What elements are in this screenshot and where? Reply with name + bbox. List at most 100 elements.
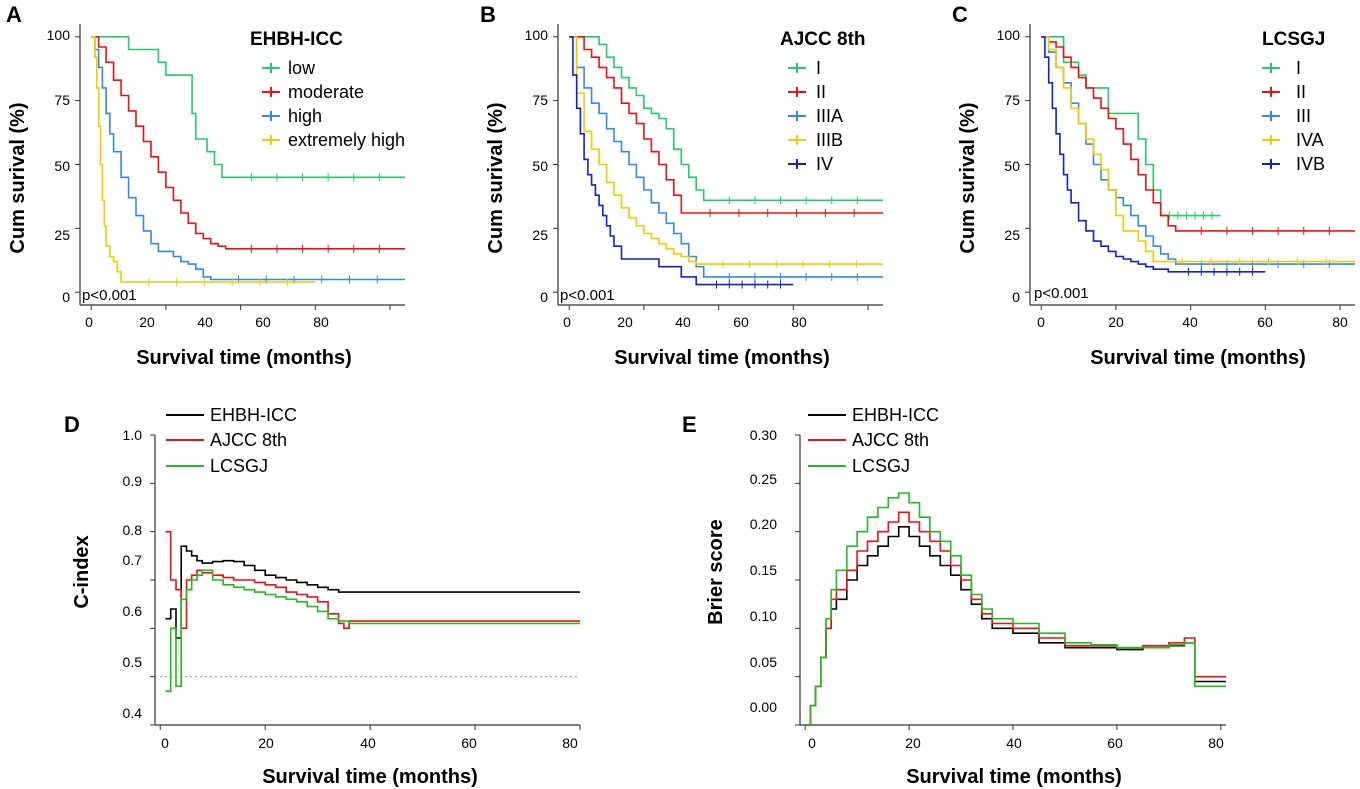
panel-a-legend-item-3: extremely high: [262, 130, 405, 150]
panel-a: A Cum surival (%) Survival time (months)…: [6, 2, 405, 369]
panel-a-series-high: [91, 36, 405, 281]
panel-d-xlabel: Survival time (months): [262, 766, 478, 788]
panel-e-series-lcsgj: [805, 492, 1226, 726]
panel-a-legend-label: high: [288, 106, 322, 126]
panel-e-legend: EHBH-ICC AJCC 8th LCSGJ: [808, 405, 939, 476]
panel-d-plot: [150, 434, 581, 730]
panel-c-legend-item-4: IVB: [1262, 154, 1325, 174]
panel-e-ytick-labels: 0.00 0.05 0.10 0.15 0.20 0.25 0.30: [750, 427, 777, 715]
panel-a-xtick: 60: [255, 314, 271, 330]
panel-a-ytick: 100: [47, 27, 71, 43]
panel-e: E Brier score Survival time (months) 0 2…: [682, 405, 1224, 788]
panel-e-xtick: 20: [905, 735, 921, 751]
panel-d-legend: EHBH-ICC AJCC 8th LCSGJ: [166, 405, 297, 476]
panel-b-ylabel: Cum surival (%): [485, 102, 507, 253]
panel-b-xtick-labels: 0 20 40 60 80: [563, 314, 807, 330]
panel-b-legend-label: I: [816, 58, 821, 78]
panel-a-legend: low moderate high extremely high: [262, 58, 405, 150]
panel-d-legend-label: LCSGJ: [210, 456, 268, 476]
panel-b-legend-title: AJCC 8th: [780, 29, 866, 50]
panel-c-xtick: 20: [1108, 314, 1124, 330]
plot-layer: [75, 24, 1355, 730]
panel-d-xtick: 0: [161, 735, 169, 751]
panel-b-legend-label: IV: [816, 154, 833, 174]
panel-b-ytick: 75: [532, 92, 548, 108]
panel-b-legend: I II IIIA IIIB IV: [788, 58, 843, 174]
panel-a-ytick: 50: [54, 158, 70, 174]
panel-b-legend-label: IIIA: [816, 106, 843, 126]
panel-c-legend-item-3: IVA: [1262, 130, 1324, 150]
panel-b-series-iv: [569, 36, 794, 286]
panel-c-legend: I II III IVA IVB: [1262, 58, 1325, 174]
panel-e-label: E: [682, 412, 697, 437]
panel-c-ytick: 50: [1004, 158, 1020, 174]
panel-a-xlabel: Survival time (months): [136, 347, 352, 369]
panel-b-series-iiib: [569, 36, 883, 265]
panel-b-label: B: [480, 2, 496, 27]
panel-b-xtick: 80: [791, 314, 807, 330]
panel-a-series-moderate: [91, 36, 405, 250]
panel-b-ytick: 0: [540, 289, 548, 305]
panel-e-xtick: 60: [1107, 735, 1123, 751]
panel-a-series-low: [91, 36, 405, 179]
panel-c-series-iii: [1041, 36, 1355, 265]
panel-b-ytick: 50: [532, 158, 548, 174]
panel-d-ytick: 0.6: [123, 603, 143, 619]
panel-a-ytick: 25: [54, 227, 70, 243]
panel-a-xtick: 0: [85, 314, 93, 330]
panel-e-ytick: 0.05: [750, 654, 777, 670]
panel-c-xtick-labels: 0 20 40 60 80: [1037, 314, 1348, 330]
panel-e-legend-item-0: EHBH-ICC: [808, 405, 939, 425]
panel-d-legend-label: EHBH-ICC: [210, 405, 297, 425]
panel-d-legend-item-0: EHBH-ICC: [166, 405, 297, 425]
panel-d-legend-label: AJCC 8th: [210, 430, 287, 450]
panel-a-pvalue: p<0.001: [82, 287, 137, 304]
panel-e-xtick: 0: [808, 735, 816, 751]
panel-b-series-iiia: [569, 36, 883, 278]
panel-a-ytick: 0: [62, 289, 70, 305]
panel-d: D C-index Survival time (months) 0 20 40…: [64, 405, 578, 788]
panel-a-legend-title: EHBH-ICC: [250, 29, 343, 50]
panel-a-legend-item-0: low: [262, 58, 316, 78]
panel-e-legend-item-1: AJCC 8th: [808, 430, 929, 450]
panel-a-legend-item-1: moderate: [262, 82, 364, 102]
panel-d-xtick: 40: [360, 735, 376, 751]
panel-c-pvalue: p<0.001: [1034, 285, 1089, 302]
panel-e-ylabel: Brier score: [705, 519, 727, 625]
panel-a-series-extremely-high: [91, 36, 316, 283]
panel-b: B Cum surival (%) Survival time (months)…: [480, 2, 866, 369]
panel-b-legend-item-1: II: [788, 82, 826, 102]
panel-b-legend-item-4: IV: [788, 154, 833, 174]
panel-b-xtick: 0: [563, 314, 571, 330]
panel-d-series-ajcc-8th: [165, 530, 580, 630]
panel-b-legend-item-0: I: [788, 58, 821, 78]
panel-d-ytick: 0.5: [123, 654, 143, 670]
panel-d-ytick: 0.7: [123, 552, 143, 568]
panel-d-xtick: 60: [461, 735, 477, 751]
panel-c-ytick: 75: [1004, 92, 1020, 108]
panel-c-ytick: 100: [997, 27, 1021, 43]
panel-d-ytick: 0.4: [123, 705, 143, 721]
panel-e-legend-item-2: LCSGJ: [808, 456, 910, 476]
panel-c-legend-label: II: [1296, 82, 1306, 102]
panel-e-xlabel: Survival time (months): [906, 766, 1122, 788]
panel-e-ytick: 0.10: [750, 608, 777, 624]
panel-b-series-i: [569, 36, 883, 202]
panel-e-xtick-labels: 0 20 40 60 80: [808, 735, 1224, 751]
panel-c-plot: [1025, 24, 1355, 310]
panel-c-label: C: [952, 2, 968, 27]
panel-d-ytick: 0.8: [123, 522, 143, 538]
panel-a-legend-item-2: high: [262, 106, 322, 126]
panel-b-legend-label: II: [816, 82, 826, 102]
panel-d-ytick-labels: 0.4 0.5 0.6 0.7 0.8 0.9 1.0: [123, 427, 143, 721]
panel-d-legend-item-1: AJCC 8th: [166, 430, 287, 450]
panel-b-xtick: 20: [617, 314, 633, 330]
panel-c-legend-label: III: [1296, 106, 1311, 126]
panel-b-legend-label: IIIB: [816, 130, 843, 150]
panel-c-legend-item-2: III: [1262, 106, 1311, 126]
panel-d-xtick: 20: [258, 735, 274, 751]
panel-c-legend-title: LCSGJ: [1262, 29, 1325, 50]
panel-d-ytick: 1.0: [123, 427, 143, 443]
panel-b-legend-item-3: IIIB: [788, 130, 843, 150]
